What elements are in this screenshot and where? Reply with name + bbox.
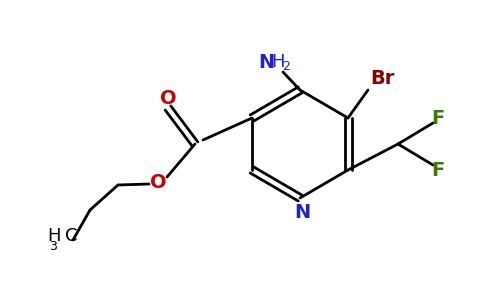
Text: N: N — [258, 52, 274, 71]
Text: F: F — [431, 160, 445, 179]
Text: H: H — [271, 53, 285, 71]
Text: Br: Br — [370, 68, 394, 88]
Text: O: O — [160, 88, 176, 107]
Text: C: C — [65, 227, 77, 245]
Text: F: F — [431, 109, 445, 128]
Text: O: O — [150, 172, 166, 191]
Text: N: N — [294, 202, 310, 221]
Text: 3: 3 — [49, 240, 57, 253]
Text: H: H — [47, 227, 61, 245]
Text: 2: 2 — [282, 59, 290, 73]
